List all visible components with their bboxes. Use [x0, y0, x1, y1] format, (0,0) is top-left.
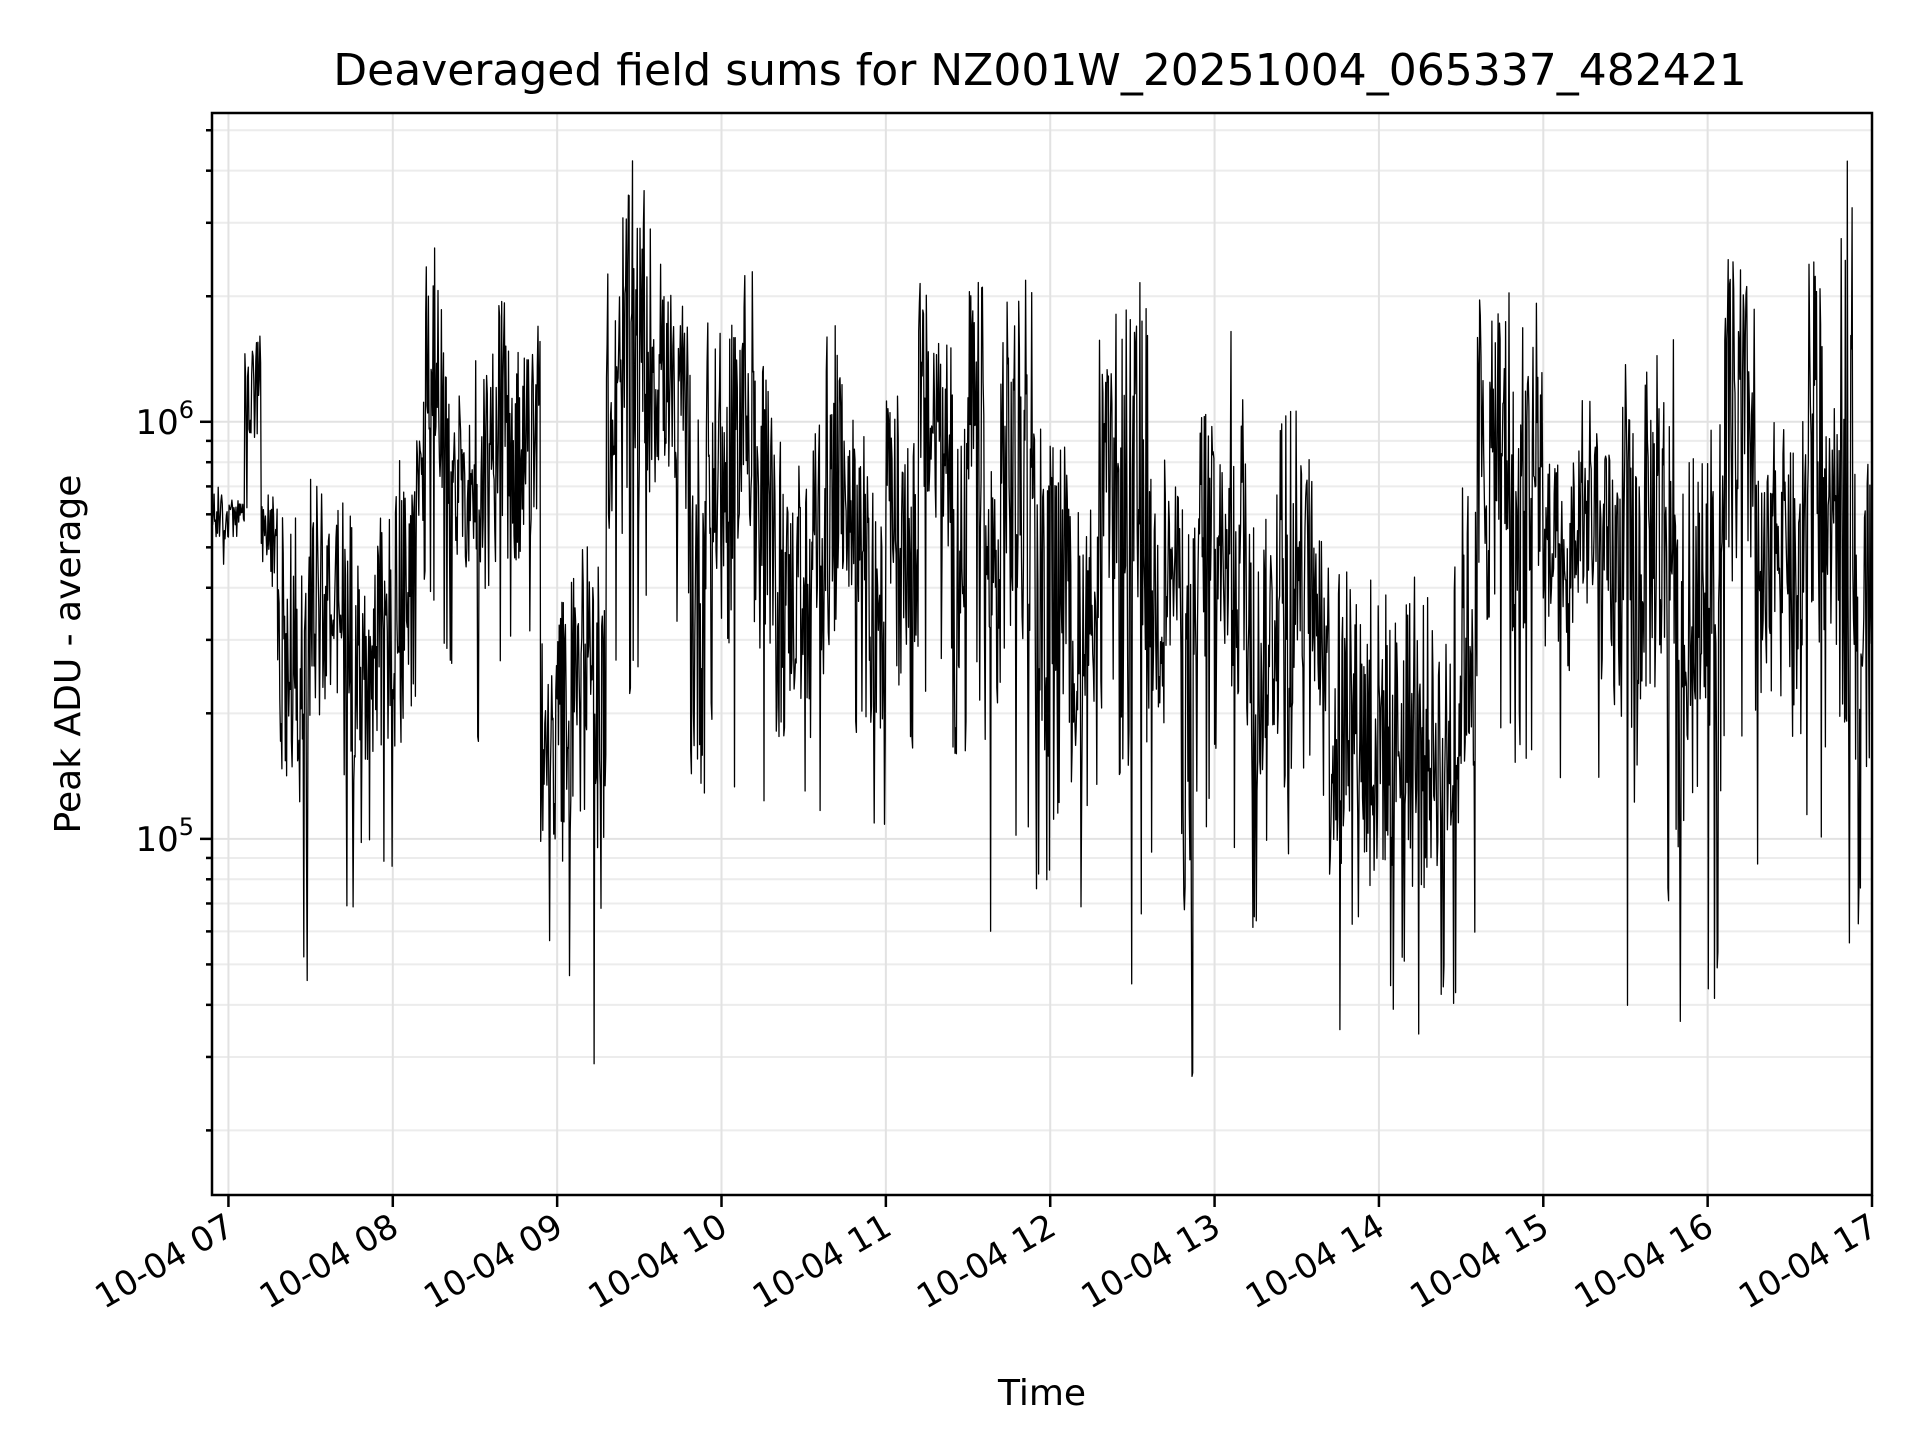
y-tick-label: 105 — [135, 813, 194, 860]
y-tick-labels: 105 106 — [135, 396, 194, 860]
series-layer — [211, 160, 1872, 1078]
axis-ticks — [200, 129, 1874, 1207]
y-axis-label: Peak ADU - average — [48, 475, 89, 834]
plot-frame — [210, 111, 1874, 1197]
y-tick-label: 106 — [135, 396, 194, 443]
chart-title: Deaveraged field sums for NZ001W_2025100… — [333, 45, 1746, 96]
x-axis-label: Time — [997, 1373, 1086, 1414]
series-line — [211, 160, 1872, 1078]
